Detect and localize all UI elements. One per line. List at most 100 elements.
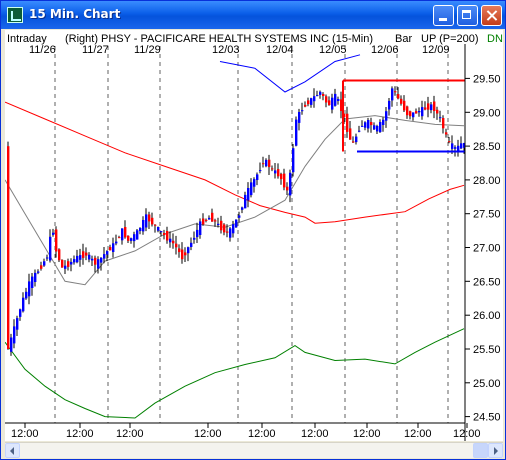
- horizontal-scrollbar[interactable]: [5, 442, 503, 458]
- date-label: 12/09: [422, 44, 450, 56]
- price-bar-body: [16, 318, 19, 330]
- date-label: 12/03: [212, 44, 240, 56]
- price-bar-body: [256, 174, 259, 180]
- price-bar-body: [97, 259, 100, 269]
- price-bar-body: [361, 125, 364, 127]
- price-bar-body: [139, 227, 142, 231]
- price-bar-body: [253, 179, 256, 187]
- price-bar-body: [298, 112, 301, 123]
- price-bar-body: [142, 220, 145, 232]
- price-bar-body: [268, 159, 271, 168]
- date-label: 12/06: [371, 44, 399, 56]
- price-bar-body: [55, 229, 58, 252]
- title-bar[interactable]: 15 Min. Chart: [1, 1, 505, 29]
- price-bar-body: [169, 238, 172, 243]
- price-bar-body: [334, 93, 337, 106]
- price-bar-body: [43, 261, 46, 266]
- price-bar-body: [259, 170, 262, 172]
- price-bar-body: [325, 96, 328, 103]
- price-bar-body: [85, 252, 88, 256]
- price-bar-body: [88, 254, 91, 260]
- y-tick-label: 27.00: [473, 243, 501, 255]
- price-bar-body: [226, 231, 229, 233]
- price-bar-body: [340, 99, 343, 111]
- close-button[interactable]: [481, 5, 502, 26]
- price-chart[interactable]: 29.50 29.00 28.50 28.00 27.50 27.00 26.50 26.00…: [4, 30, 503, 441]
- price-bar-body: [388, 100, 391, 110]
- price-bar-body: [79, 255, 82, 260]
- price-bar-body: [205, 219, 208, 221]
- price-bar-body: [31, 276, 34, 288]
- x-tick-label: 12:00: [116, 428, 144, 440]
- price-bar-body: [208, 217, 211, 220]
- minimize-button[interactable]: [433, 5, 454, 26]
- price-bar-body: [328, 100, 331, 106]
- price-bar-body: [118, 237, 121, 239]
- price-bar-body: [352, 141, 355, 143]
- y-tick-label: 28.50: [473, 141, 501, 153]
- indicator-label: UP (P=200): [421, 33, 479, 45]
- price-bar-body: [301, 110, 304, 112]
- price-bar-body: [52, 232, 55, 235]
- price-bar-body: [343, 113, 346, 118]
- price-bar-body: [67, 261, 70, 267]
- price-bar-body: [163, 233, 166, 236]
- price-bar-body: [241, 207, 244, 210]
- price-bar-body: [58, 249, 61, 261]
- price-bar-body: [100, 257, 103, 263]
- price-bar-body: [199, 221, 202, 235]
- price-bar-body: [424, 107, 427, 110]
- price-bar-body: [397, 94, 400, 99]
- price-bar-body: [265, 159, 268, 167]
- maximize-button[interactable]: [457, 5, 478, 26]
- x-tick-label: 12:00: [248, 428, 276, 440]
- price-bar-body: [19, 309, 22, 317]
- price-bar-body: [445, 132, 448, 135]
- axis-side-label: (Right): [65, 33, 98, 45]
- price-bar-body: [457, 145, 460, 152]
- price-bar-body: [190, 242, 193, 247]
- price-bar-body: [430, 104, 433, 111]
- price-bar-body: [322, 94, 325, 96]
- price-bar-body: [202, 218, 205, 225]
- price-bar-body: [223, 224, 226, 233]
- scroll-thumb[interactable]: [473, 443, 488, 458]
- price-bar-body: [358, 130, 361, 132]
- scroll-right-button[interactable]: [488, 443, 503, 458]
- price-bar-body: [34, 272, 37, 282]
- price-bar-body: [166, 231, 169, 241]
- price-bar-body: [229, 228, 232, 238]
- y-tick-label: 24.50: [473, 412, 501, 424]
- price-bar-body: [115, 241, 118, 244]
- price-bar-body: [355, 136, 358, 143]
- price-bar-body: [238, 215, 241, 218]
- x-tick-label: 12:00: [66, 428, 94, 440]
- price-bar-body: [82, 251, 85, 258]
- price-bar-body: [307, 100, 310, 105]
- price-bar-body: [232, 224, 235, 234]
- price-bar-body: [7, 146, 10, 349]
- price-bar-body: [145, 214, 148, 228]
- price-bar-body: [148, 214, 151, 222]
- window-title: 15 Min. Chart: [29, 7, 121, 21]
- price-bar-body: [184, 252, 187, 256]
- price-bar-body: [364, 122, 367, 128]
- price-bar-body: [316, 95, 319, 97]
- price-bar-body: [280, 173, 283, 180]
- price-bar-body: [235, 219, 238, 228]
- price-bar-body: [391, 88, 394, 101]
- price-bar-body: [415, 111, 418, 114]
- chart-area[interactable]: 29.50 29.00 28.50 28.00 27.50 27.00 26.50 26.00…: [4, 30, 503, 441]
- price-bar-body: [454, 147, 457, 149]
- price-bar-body: [409, 111, 412, 117]
- price-bar-body: [451, 143, 454, 149]
- y-tick-label: 29.00: [473, 107, 501, 119]
- price-bar-body: [400, 98, 403, 104]
- scroll-left-button[interactable]: [5, 443, 20, 458]
- price-bar-body: [109, 247, 112, 251]
- price-bar-body: [133, 234, 136, 242]
- price-bar-body: [193, 237, 196, 240]
- price-bar-body: [439, 117, 442, 119]
- price-bar-body: [442, 118, 445, 129]
